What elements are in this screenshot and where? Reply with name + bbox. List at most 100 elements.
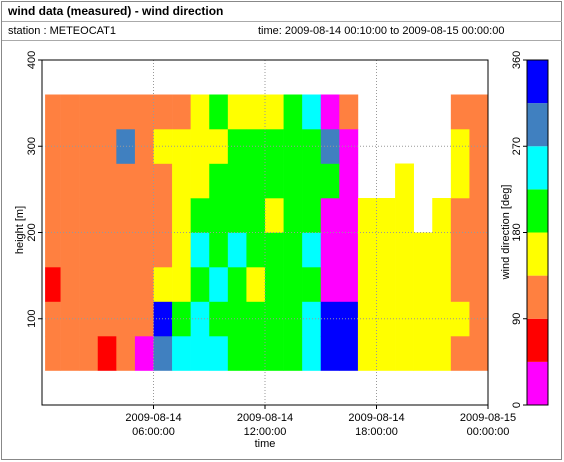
- colorbar-segment: [527, 361, 548, 405]
- cell: [79, 198, 99, 233]
- cell: [209, 232, 229, 268]
- cell: [134, 267, 154, 302]
- cell: [97, 301, 117, 337]
- cell: [283, 232, 303, 268]
- cell: [283, 94, 303, 130]
- cell: [45, 94, 61, 130]
- y-axis-label: height [m]: [14, 206, 26, 254]
- cell: [395, 163, 414, 199]
- cell: [357, 267, 377, 302]
- cell: [450, 267, 470, 302]
- cell: [209, 301, 229, 337]
- cell: [190, 163, 210, 199]
- cell: [134, 163, 154, 199]
- cell: [227, 163, 247, 199]
- cell: [60, 336, 80, 371]
- cell: [190, 198, 210, 233]
- cell: [227, 94, 247, 130]
- cell: [265, 267, 284, 302]
- cell: [116, 163, 136, 199]
- cell: [265, 198, 284, 233]
- x-tick-label: 2009-08-14: [125, 412, 181, 424]
- cell: [172, 232, 191, 268]
- cell: [60, 129, 80, 164]
- cell: [265, 336, 284, 371]
- cell: [60, 163, 80, 199]
- cell: [395, 336, 414, 371]
- cell: [172, 163, 191, 199]
- cell: [227, 232, 247, 268]
- colorbar-tick-label: 0: [511, 402, 523, 408]
- x-tick-label: 12:00:00: [244, 426, 287, 438]
- cell: [97, 129, 117, 164]
- cell: [209, 129, 229, 164]
- cell: [450, 232, 470, 268]
- cell: [45, 336, 61, 371]
- cell: [469, 301, 489, 337]
- cell: [97, 336, 117, 371]
- cell: [190, 301, 210, 337]
- cell: [450, 301, 470, 337]
- cell: [134, 94, 154, 130]
- cell: [469, 198, 489, 233]
- cell: [79, 163, 99, 199]
- cell: [246, 94, 266, 130]
- cell: [246, 163, 266, 199]
- x-tick-label: 18:00:00: [355, 426, 398, 438]
- cell: [320, 94, 340, 130]
- cell: [302, 129, 322, 164]
- cell: [190, 129, 210, 164]
- cell: [153, 336, 173, 371]
- cell: [339, 232, 359, 268]
- cell: [134, 232, 154, 268]
- cell: [153, 267, 173, 302]
- cell: [357, 232, 377, 268]
- cell: [283, 267, 303, 302]
- cell: [79, 301, 99, 337]
- cell: [450, 336, 470, 371]
- cell: [45, 198, 61, 233]
- cell: [432, 267, 452, 302]
- cell: [469, 232, 489, 268]
- x-tick-label: 06:00:00: [132, 426, 175, 438]
- colorbar-label: wind direction [deg]: [500, 185, 512, 281]
- cell: [246, 232, 266, 268]
- cell: [283, 129, 303, 164]
- y-tick-label: 100: [26, 310, 38, 328]
- cell: [97, 94, 117, 130]
- y-tick-label: 400: [26, 51, 38, 69]
- cell: [283, 163, 303, 199]
- cell: [190, 267, 210, 302]
- cell: [153, 163, 173, 199]
- cell: [172, 267, 191, 302]
- cell: [339, 336, 359, 371]
- colorbar-segment: [527, 232, 548, 276]
- x-tick-label: 2009-08-14: [348, 412, 404, 424]
- cell: [79, 267, 99, 302]
- cell: [413, 267, 433, 302]
- chart-title: wind data (measured) - wind direction: [7, 4, 223, 18]
- colorbar-segment: [527, 146, 548, 190]
- cell: [45, 267, 61, 302]
- colorbar-segment: [527, 275, 548, 319]
- colorbar-segment: [527, 189, 548, 233]
- cell: [339, 94, 359, 130]
- cell: [376, 301, 396, 337]
- cell: [45, 129, 61, 164]
- cell: [60, 267, 80, 302]
- cell: [376, 198, 396, 233]
- cell: [209, 94, 229, 130]
- cell: [116, 198, 136, 233]
- cell: [302, 163, 322, 199]
- cell: [116, 267, 136, 302]
- colorbar-segment: [527, 318, 548, 362]
- cell: [134, 198, 154, 233]
- cell: [469, 129, 489, 164]
- cell: [320, 336, 340, 371]
- cell: [116, 232, 136, 268]
- cell: [79, 129, 99, 164]
- x-axis-label: time: [255, 438, 276, 450]
- cell: [116, 336, 136, 371]
